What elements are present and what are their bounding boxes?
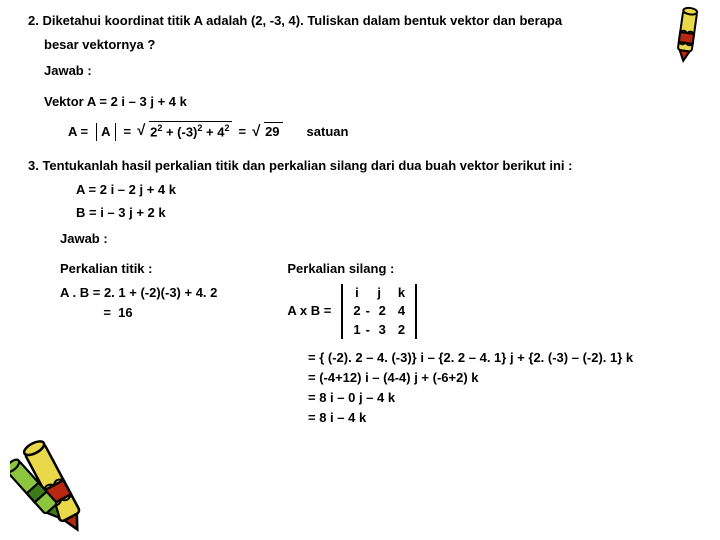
dot-title: Perkalian titik : (60, 260, 217, 278)
determinant: i j k 2 2 4 1 3 2 (341, 284, 417, 339)
exp-line3: = 8 i – 0 j – 4 k (308, 389, 692, 407)
q2-answer-label: Jawab : (44, 62, 692, 80)
mag-eq2: = (238, 123, 246, 141)
crayon-decoration-bottomleft (10, 424, 100, 534)
q2-magnitude: A = A = 22 + (-3)2 + 42 = 29 satuan (68, 121, 692, 142)
cross-lhs: A x B = (287, 302, 331, 320)
dot-line2: = 16 (60, 304, 217, 322)
radical-29: 29 (252, 122, 282, 141)
q3-vec-b: B = i – 3 j + 2 k (76, 204, 692, 222)
mag-lhs: A = (68, 123, 88, 141)
crayon-decoration-topright (660, 0, 714, 68)
radical-expr: 22 + (-3)2 + 42 (137, 121, 232, 142)
q2-vector-a: Vektor A = 2 i – 3 j + 4 k (44, 93, 692, 111)
cross-title: Perkalian silang : (287, 260, 417, 278)
unit: satuan (307, 123, 349, 141)
exp-line4: = 8 i – 4 k (308, 409, 692, 427)
mag-eq: = (124, 123, 132, 141)
q3-answer-label: Jawab : (60, 230, 692, 248)
q2-sub: besar vektornya ? (44, 36, 692, 54)
abs-a: A (96, 123, 115, 141)
cross-expansion: = { (-2). 2 – 4. (-3)} i – {2. 2 – 4. 1}… (308, 349, 692, 428)
q3-stem: 3. Tentukanlah hasil perkalian titik dan… (28, 157, 692, 175)
q3-vec-a: A = 2 i – 2 j + 4 k (76, 181, 692, 199)
exp-line1: = { (-2). 2 – 4. (-3)} i – {2. 2 – 4. 1}… (308, 349, 692, 367)
dot-product: Perkalian titik : A . B = 2. 1 + (-2)(-3… (60, 260, 217, 325)
cross-product: Perkalian silang : A x B = i j k 2 2 4 (287, 260, 417, 347)
dot-line1: A . B = 2. 1 + (-2)(-3) + 4. 2 (60, 284, 217, 302)
q2-stem: 2. Diketahui koordinat titik A adalah (2… (28, 12, 692, 30)
exp-line2: = (-4+12) i – (4-4) j + (-6+2) k (308, 369, 692, 387)
